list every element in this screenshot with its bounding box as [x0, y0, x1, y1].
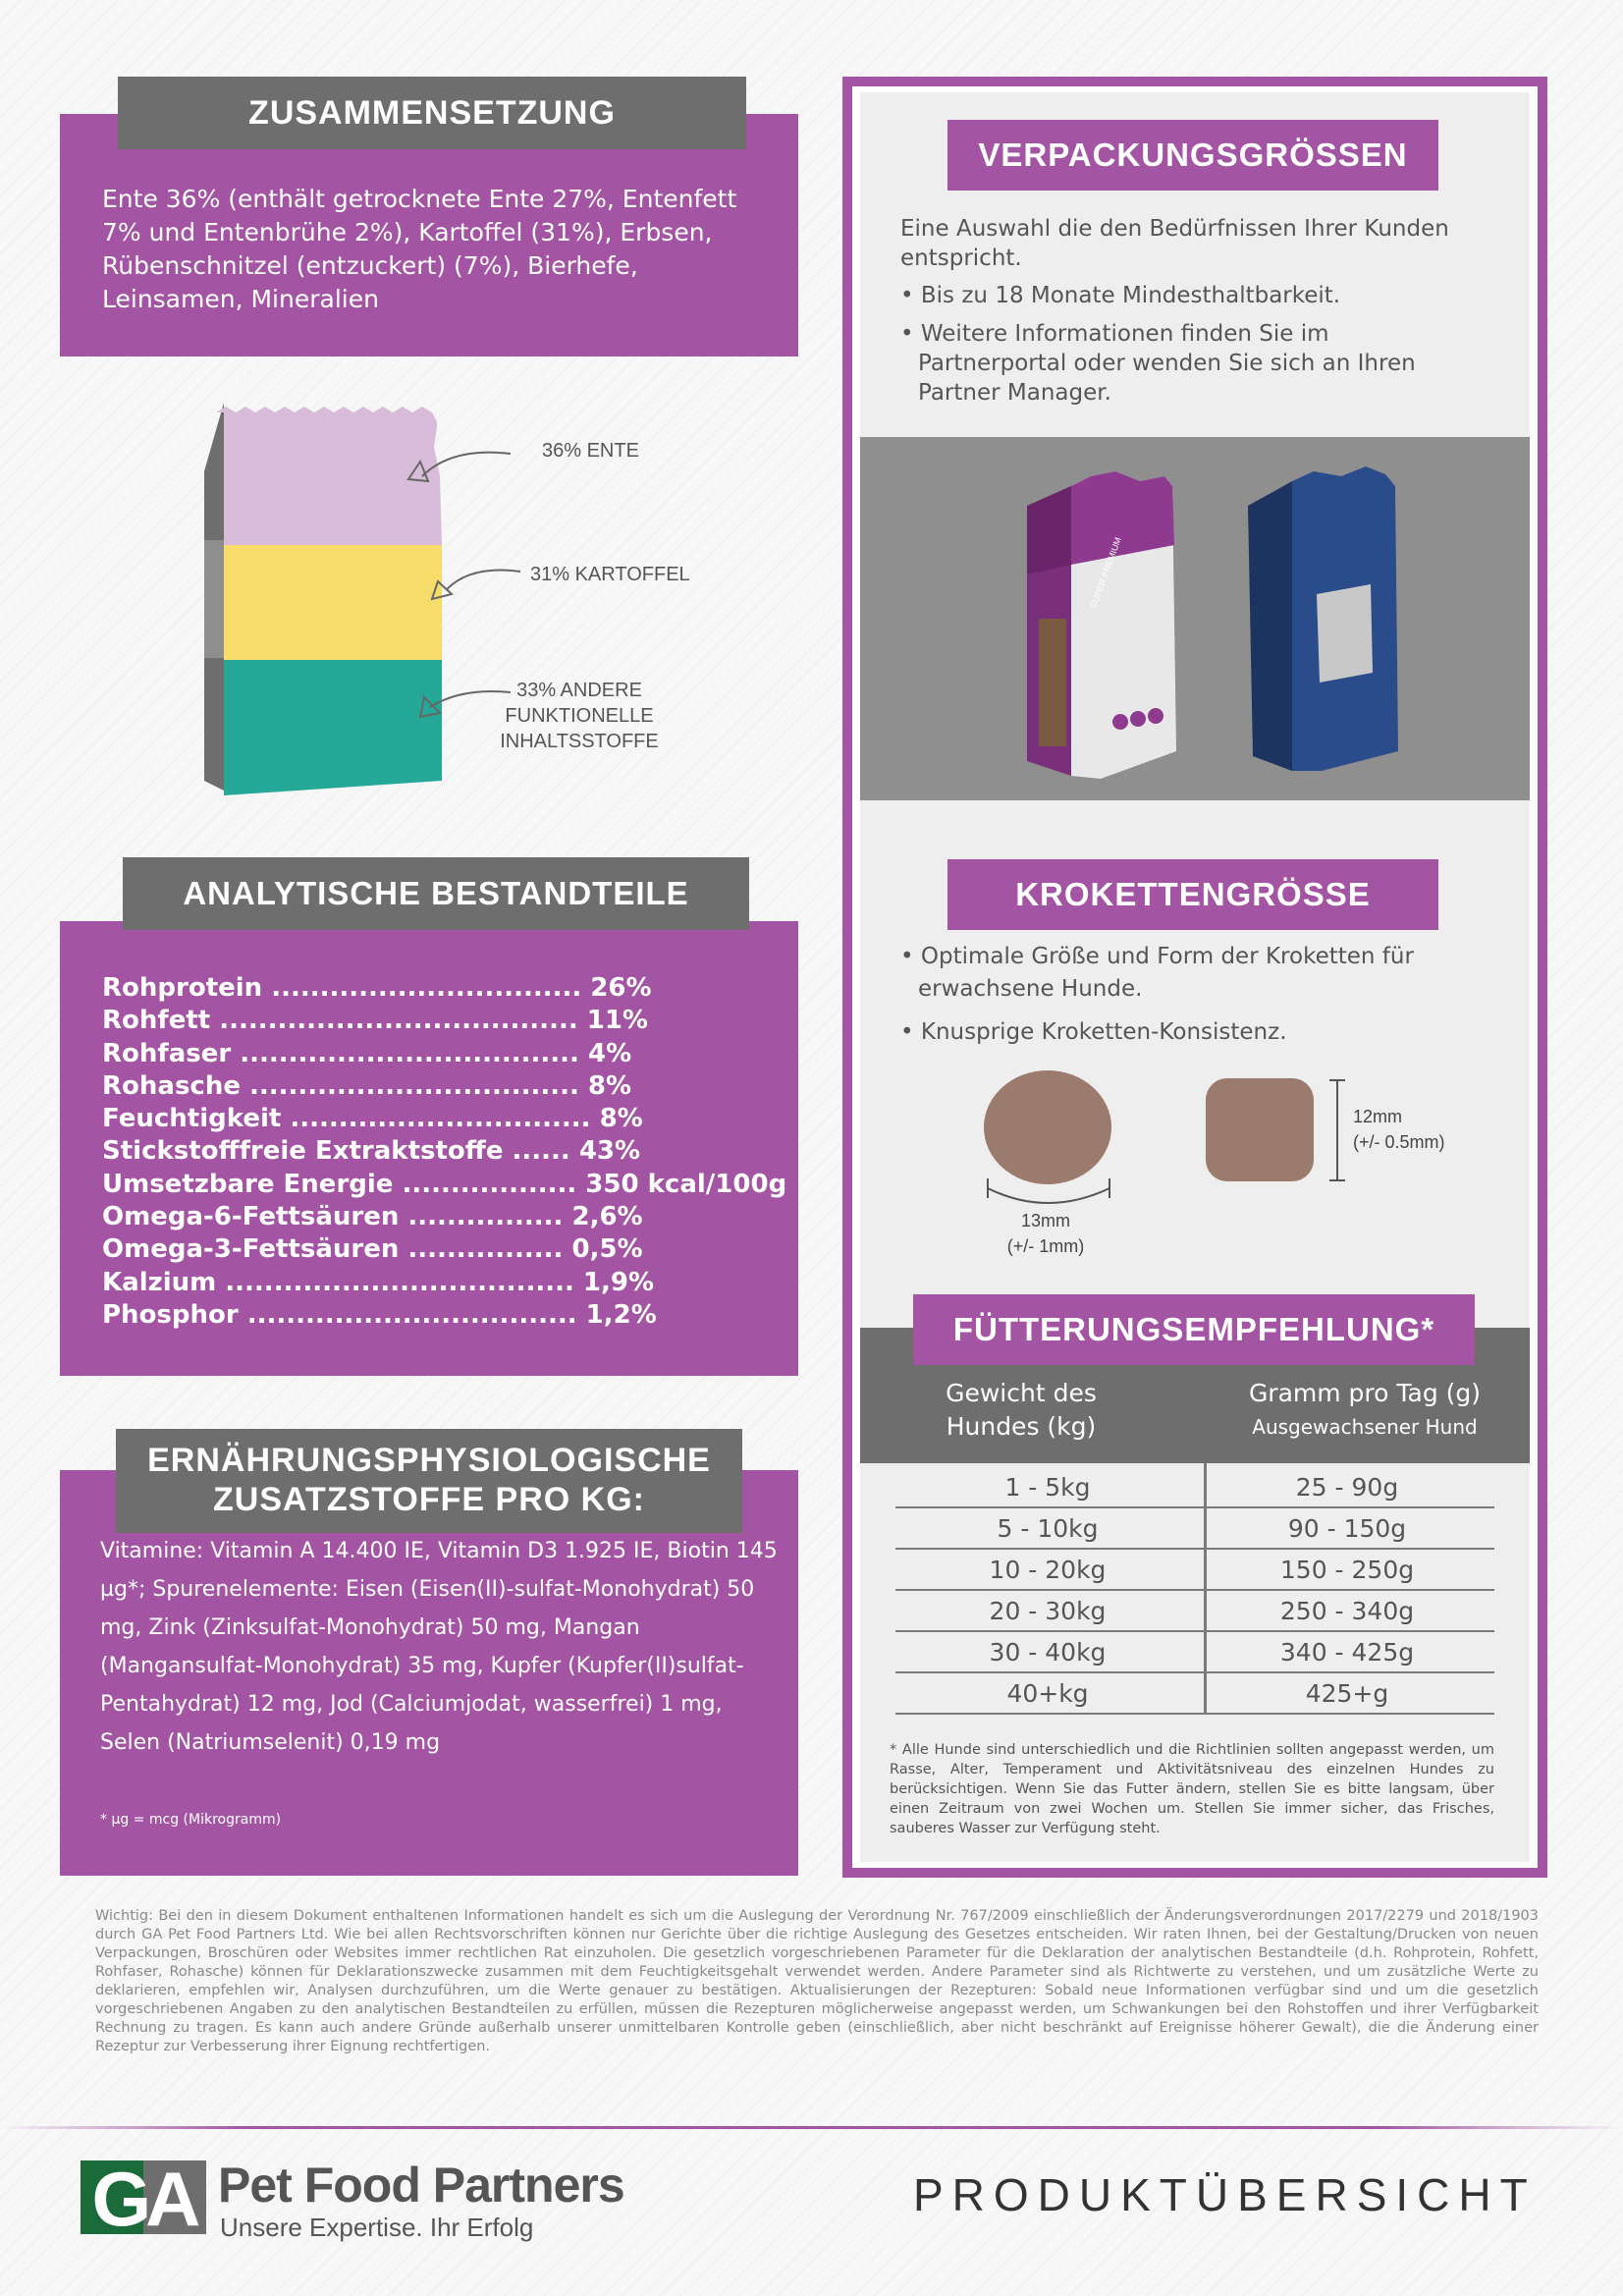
feeding-title: FÜTTERUNGSEMPFEHLUNG* [913, 1294, 1475, 1365]
analytical-item: Kalzium ................................… [102, 1267, 655, 1297]
analytical-list: Rohprotein .............................… [102, 972, 786, 1332]
legal-disclaimer: Wichtig: Bei den in diesem Dokument enth… [95, 1908, 1539, 2054]
bag-side-teal [204, 658, 224, 791]
packaging-bags-illustration: SUPER PREMIUM [1027, 466, 1398, 779]
analytical-item: Rohfett ................................… [102, 1006, 648, 1036]
table-row: 40+kg 425+g [895, 1673, 1494, 1715]
feeding-col-weight-line-2: Hundes (kg) [946, 1412, 1097, 1441]
additives-text: Vitamine: Vitamin A 14.400 IE, Vitamin D… [100, 1539, 778, 1755]
bag-side-yellow [204, 540, 224, 658]
additives-title-line-2: ZUSATZSTOFFE PRO KG: [213, 1481, 645, 1518]
bag-label-andere: 33% ANDERE FUNKTIONELLE INHALTSSTOFFE [486, 678, 673, 754]
analytical-item: Umsetzbare Energie .................. 35… [102, 1169, 787, 1199]
bag-layer-andere [224, 660, 442, 795]
bag-label-ente: 36% ENTE [542, 440, 639, 462]
bag-label-andere-line-3: INHALTSSTOFFE [500, 731, 659, 752]
composition-title: ZUSAMMENSETZUNG [118, 77, 746, 149]
table-row: 20 - 30kg 250 - 340g [895, 1591, 1494, 1632]
blue-bag-side [1248, 481, 1292, 771]
analytical-item: Omega-6-Fettsäuren ................ 2,6% [102, 1202, 643, 1232]
kibble-height-tolerance: (+/- 0.5mm) [1353, 1132, 1445, 1152]
bag-label-andere-line-2: FUNKTIONELLE [505, 705, 654, 727]
bag-layer-ente [216, 407, 442, 545]
table-row: 5 - 10kg 90 - 150g [895, 1508, 1494, 1550]
feeding-gram-cell: 250 - 340g [1200, 1591, 1494, 1632]
kibble-bullet: Optimale Größe und Form der Kroketten fü… [900, 941, 1470, 1006]
kibble-width-tolerance: (+/- 1mm) [1006, 1236, 1085, 1256]
feeding-gram-cell: 340 - 425g [1200, 1632, 1494, 1673]
brand-name: Pet Food Partners [218, 2158, 625, 2213]
footer-divider [0, 2126, 1623, 2129]
feeding-weight-cell: 10 - 20kg [895, 1550, 1200, 1591]
feeding-col-gram-subtitle: Ausgewachsener Hund [1252, 1415, 1478, 1439]
feeding-gram-cell: 90 - 150g [1200, 1508, 1494, 1550]
arrow-kartoffel [446, 569, 521, 590]
table-row: 1 - 5kg 25 - 90g [895, 1467, 1494, 1508]
bag-side-purple [204, 403, 224, 540]
kibble-illustration [984, 1070, 1345, 1204]
feeding-footnote: * Alle Hunde sind unterschiedlich und di… [890, 1742, 1494, 1836]
kibble-height-value: 12mm [1353, 1107, 1403, 1126]
feeding-weight-cell: 40+kg [895, 1673, 1200, 1715]
packaging-image [860, 437, 1530, 800]
composition-bag-chart [204, 403, 521, 795]
document-label: PRODUKTÜBERSICHT [913, 2169, 1537, 2220]
feeding-col-gram-header: Gramm pro Tag (g) Ausgewachsener Hund [1208, 1377, 1522, 1444]
additives-title: ERNÄHRUNGSPHYSIOLOGISCHE ZUSATZSTOFFE PR… [116, 1429, 742, 1533]
packaging-intro: Eine Auswahl die den Bedürfnissen Ihrer … [900, 216, 1449, 271]
kibble-square [1206, 1078, 1314, 1181]
feeding-gram-cell: 150 - 250g [1200, 1550, 1494, 1591]
kibble-round [984, 1070, 1111, 1184]
feeding-weight-cell: 30 - 40kg [895, 1632, 1200, 1673]
kibble-height-label: 12mm (+/- 0.5mm) [1353, 1104, 1471, 1155]
packaging-bullet: Weitere Informationen finden Sie im Part… [900, 319, 1480, 408]
width-measure [987, 1187, 1110, 1204]
bag-label-kartoffel: 31% KARTOFFEL [530, 564, 690, 585]
ga-logo-text: GA [92, 2160, 200, 2234]
analytical-panel [60, 921, 798, 1376]
composition-panel [60, 114, 798, 356]
kibble-bullet: Knusprige Kroketten-Konsistenz. [900, 1017, 1470, 1047]
packaging-bullet: Bis zu 18 Monate Mindesthaltbarkeit. [900, 281, 1509, 310]
feeding-table-body: 1 - 5kg 25 - 90g 5 - 10kg 90 - 150g 10 -… [895, 1467, 1494, 1715]
bag-label-andere-line-1: 33% ANDERE [516, 680, 642, 701]
table-row: 30 - 40kg 340 - 425g [895, 1632, 1494, 1673]
feeding-col-weight-line-1: Gewicht des [946, 1379, 1097, 1407]
feeding-weight-cell: 5 - 10kg [895, 1508, 1200, 1550]
composition-text: Ente 36% (enthält getrocknete Ente 27%, … [102, 185, 737, 313]
analytical-title: ANALYTISCHE BESTANDTEILE [123, 857, 749, 930]
kibble-title: KROKETTENGRÖSSE [947, 859, 1438, 930]
brand-logo: GA [81, 2160, 206, 2234]
kibble-width-value: 13mm [1020, 1211, 1070, 1230]
feeding-gram-cell: 25 - 90g [1200, 1467, 1494, 1508]
kibble-width-label: 13mm (+/- 1mm) [992, 1208, 1100, 1259]
bag-layer-kartoffel [224, 545, 442, 660]
feeding-col-gram-title: Gramm pro Tag (g) [1248, 1379, 1482, 1407]
analytical-item: Phosphor ...............................… [102, 1299, 657, 1330]
feeding-gram-cell: 425+g [1200, 1673, 1494, 1715]
analytical-item: Feuchtigkeit ...........................… [102, 1104, 643, 1134]
analytical-item: Stickstofffreie Extraktstoffe ...... 43% [102, 1136, 641, 1167]
packaging-title: VERPACKUNGSGRÖSSEN [947, 120, 1438, 191]
analytical-item: Rohasche ...............................… [102, 1070, 632, 1101]
feeding-weight-cell: 20 - 30kg [895, 1591, 1200, 1632]
feeding-weight-cell: 1 - 5kg [895, 1467, 1200, 1508]
arrow-andere [429, 690, 512, 708]
analytical-item: Omega-3-Fettsäuren ................ 0,5% [102, 1234, 643, 1265]
additives-title-line-1: ERNÄHRUNGSPHYSIOLOGISCHE [147, 1442, 711, 1479]
analytical-item: Rohprotein .............................… [102, 973, 652, 1003]
additives-note: * µg = mcg (Mikrogramm) [100, 1812, 282, 1828]
arrow-ente [421, 451, 512, 477]
ga-logo-mark: GA [81, 2160, 206, 2234]
feeding-col-weight-header: Gewicht des Hundes (kg) [884, 1377, 1159, 1444]
additives-panel [60, 1470, 798, 1876]
brand-tagline: Unsere Expertise. Ihr Erfolg [220, 2213, 534, 2242]
table-row: 10 - 20kg 150 - 250g [895, 1550, 1494, 1591]
analytical-item: Rohfaser ...............................… [102, 1038, 632, 1068]
